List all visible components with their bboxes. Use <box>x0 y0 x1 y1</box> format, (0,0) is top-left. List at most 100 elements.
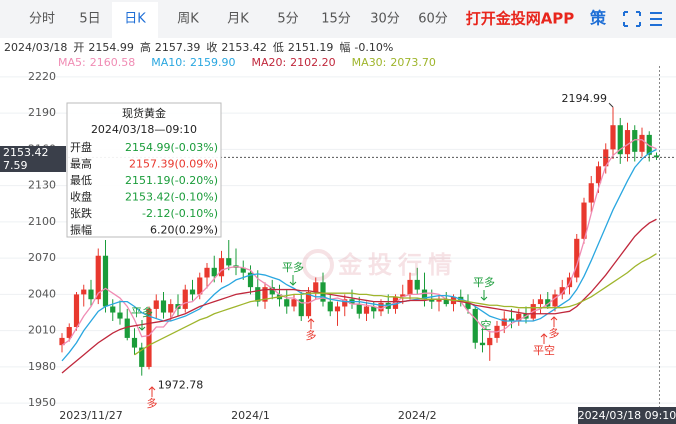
signal-arrow <box>540 333 548 344</box>
tab[interactable]: 日K <box>124 12 146 27</box>
tooltip-value: 2153.42(-0.10%) <box>125 191 218 204</box>
app-link[interactable]: 打开金投网APP <box>466 10 575 28</box>
candle-body <box>414 279 420 290</box>
candle-body <box>472 308 478 343</box>
high-label: 2194.99 <box>562 92 608 105</box>
legend-name: MA10: <box>151 56 186 69</box>
candle-body <box>342 299 348 307</box>
header-label: 幅 <box>339 41 350 54</box>
signal-label: 多 <box>306 328 317 342</box>
candle-body <box>537 299 544 305</box>
cursor-box: 2153.42 7.59 2024/03/18 09:10 <box>0 146 676 424</box>
y-tick-label: 2190 <box>28 106 56 119</box>
candle-body <box>617 125 623 155</box>
ma-line <box>61 218 657 374</box>
cursor-price-box <box>0 146 66 172</box>
candle-body <box>516 313 522 321</box>
candle-body <box>378 302 384 312</box>
tab[interactable]: 5分 <box>277 12 298 27</box>
signal-label: 平多 <box>473 275 495 289</box>
candle-body <box>465 301 471 309</box>
candle-body <box>189 289 196 295</box>
tooltip-time: 2024/03/18—09:10 <box>91 123 197 136</box>
y-tick-label: 1980 <box>28 360 56 373</box>
legend: MA5: 2160.58 MA10: 2159.90 MA20: 2102.20 MA30:… <box>58 56 436 69</box>
candle-body <box>545 299 551 307</box>
cursor-extra: 7.59 <box>3 159 28 172</box>
candle-body <box>487 337 493 346</box>
y-tick-label: 2130 <box>28 179 56 192</box>
header-label: 开 <box>73 41 84 54</box>
signal-arrow <box>148 386 156 397</box>
header-value: -0.10% <box>354 41 393 54</box>
tab[interactable]: 周K <box>177 12 199 27</box>
legend-value: 2102.20 <box>290 56 336 69</box>
candle-body <box>581 202 587 239</box>
y-tick-label: 2100 <box>28 215 56 228</box>
tab[interactable]: 5日 <box>79 12 100 27</box>
candle-body <box>313 282 319 292</box>
candle-body <box>632 130 638 152</box>
ma-line <box>61 139 657 346</box>
candle-body <box>211 267 217 277</box>
candle-body <box>646 134 652 155</box>
y-tick-label: 2010 <box>28 324 56 337</box>
candle-body <box>218 258 225 277</box>
signal-arrow <box>289 275 297 286</box>
signal-label: 空 <box>481 318 492 332</box>
candle-body <box>653 155 660 158</box>
signal-label: 平多 <box>131 305 153 319</box>
header-label: 收 <box>206 40 217 54</box>
signal-arrow <box>138 320 146 331</box>
menu-icon[interactable] <box>650 12 662 26</box>
tooltip-label: 收盘 <box>70 190 92 204</box>
tab[interactable]: 月K <box>227 12 249 27</box>
candle-body <box>363 306 370 314</box>
tooltip-value: -2.12(-0.10%) <box>142 207 218 220</box>
signal-label: 多 <box>549 326 560 340</box>
header-value: 2153.42 <box>221 41 267 54</box>
high-pointer <box>608 102 614 108</box>
strategy-icon[interactable]: 策 <box>589 9 607 28</box>
candle-body <box>81 289 87 295</box>
candle-body <box>639 134 645 152</box>
candle-body <box>298 299 304 317</box>
candle-body <box>479 342 486 346</box>
signal-arrow <box>307 318 315 329</box>
tab[interactable]: 15分 <box>321 12 351 27</box>
candle-body <box>371 306 377 312</box>
watermark-logo <box>302 249 334 281</box>
header-date: 2024/03/18 <box>4 41 67 54</box>
legend-value: 2159.90 <box>190 56 236 69</box>
x-tick-label: 2024/1 <box>231 409 270 422</box>
candle-body <box>501 318 507 326</box>
candle-body <box>400 294 406 297</box>
tab[interactable]: 60分 <box>418 12 448 27</box>
candle-body <box>102 255 109 307</box>
candle-body <box>95 255 101 300</box>
fullscreen-icon[interactable] <box>623 11 641 27</box>
candle-body <box>226 258 232 266</box>
header-value: 2154.99 <box>88 41 134 54</box>
tooltip-label: 最低 <box>70 174 92 187</box>
candle-body <box>269 287 275 295</box>
candle-body <box>182 289 188 309</box>
tooltip-value: 2157.39(0.09%) <box>129 158 218 171</box>
candle-body <box>429 299 435 302</box>
candle-body <box>624 130 631 155</box>
signal-label: 平空 <box>533 343 555 357</box>
candle-body <box>291 299 297 307</box>
tab[interactable]: 30分 <box>370 12 400 27</box>
tabs: 分时 5日 日K 周K 月K 5分 15分 30分 60分 <box>29 2 448 38</box>
candle-body <box>508 318 515 321</box>
tooltip-label: 最高 <box>70 157 92 171</box>
candle-body <box>284 299 290 307</box>
y-tick-label: 2070 <box>28 251 56 264</box>
candle-body <box>110 306 116 313</box>
tooltip-label: 开盘 <box>70 140 92 154</box>
y-tick-label: 1950 <box>28 396 56 409</box>
candle-body <box>305 291 312 317</box>
tab[interactable]: 分时 <box>29 12 55 27</box>
